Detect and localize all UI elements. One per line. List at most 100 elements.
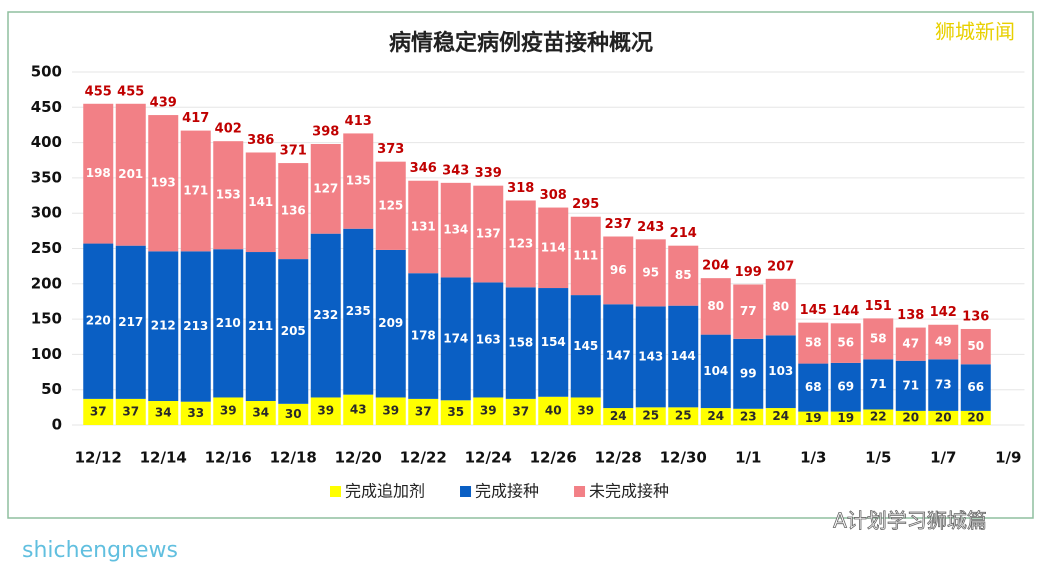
bar-segment (115, 103, 146, 246)
data-label: 212 (151, 319, 176, 333)
data-label: 71 (902, 378, 919, 392)
data-label: 47 (902, 337, 919, 351)
total-label: 214 (670, 226, 697, 241)
bar-segment (765, 278, 796, 336)
y-tick-label: 50 (41, 380, 62, 398)
y-tick-label: 500 (31, 63, 62, 81)
bar-segment (733, 284, 764, 339)
data-label: 77 (740, 304, 757, 318)
data-label: 178 (411, 329, 436, 343)
data-label: 24 (707, 409, 724, 423)
bar-segment (603, 304, 634, 409)
data-label: 24 (610, 409, 627, 423)
bar-segment (115, 245, 146, 399)
bar-segment (635, 239, 666, 307)
x-tick-label: 12/30 (660, 449, 707, 467)
data-label: 49 (935, 335, 952, 349)
bar-segment (863, 409, 894, 425)
bar-segment (375, 397, 406, 425)
data-label: 210 (216, 316, 241, 330)
bar-segment (505, 287, 536, 399)
x-tick-label: 12/14 (140, 449, 187, 467)
bar-segment (180, 401, 211, 425)
bar-segment (473, 185, 504, 283)
bar-segment (700, 334, 731, 409)
data-label: 147 (606, 349, 631, 363)
bar-segment (863, 318, 894, 360)
bar-segment (538, 207, 569, 289)
data-label: 39 (480, 404, 497, 418)
bar-segment (668, 305, 699, 408)
total-label: 243 (637, 220, 664, 235)
bar-segment (343, 133, 374, 229)
bar-segment (668, 245, 699, 306)
bar-segment (440, 277, 471, 401)
bar-segment (895, 410, 926, 425)
total-label: 398 (312, 125, 339, 140)
bar-segment (83, 243, 114, 399)
total-label: 199 (735, 265, 762, 280)
bar-segment (408, 398, 439, 425)
data-label: 209 (378, 316, 403, 330)
data-label: 220 (86, 314, 111, 328)
data-label: 153 (216, 188, 241, 202)
data-label: 144 (671, 349, 696, 363)
bar-segment (375, 249, 406, 398)
bar-segment (245, 252, 276, 401)
total-label: 413 (345, 114, 372, 129)
watermark: 狮城新闻 (935, 20, 1015, 44)
data-label: 137 (476, 227, 501, 241)
bar-segment (798, 363, 829, 412)
bar-segment (603, 236, 634, 305)
bar-segment (375, 161, 406, 250)
bar-segment (830, 362, 861, 412)
data-label: 37 (122, 404, 139, 418)
x-tick-label: 1/9 (995, 449, 1021, 467)
data-label: 174 (443, 331, 468, 345)
bar-segment (538, 396, 569, 425)
total-label: 343 (442, 163, 469, 178)
legend-label: 未完成接种 (589, 482, 669, 501)
bar-segment (635, 306, 666, 408)
legend-label: 完成追加剂 (345, 482, 425, 501)
bar-segment (733, 338, 764, 409)
bar-segment (278, 163, 309, 260)
total-label: 237 (605, 217, 632, 232)
bar-segment (278, 403, 309, 425)
data-label: 205 (281, 324, 306, 338)
bar-segment (798, 411, 829, 425)
data-label: 39 (382, 404, 399, 418)
data-label: 40 (545, 403, 562, 417)
bar-segment (148, 115, 179, 252)
data-label: 85 (675, 268, 692, 282)
legend-swatch (460, 486, 472, 497)
data-label: 33 (187, 406, 204, 420)
data-label: 127 (313, 181, 338, 195)
bar-segment (148, 251, 179, 401)
bar-segment (83, 398, 114, 425)
data-label: 235 (346, 304, 371, 318)
bar-segment (798, 322, 829, 364)
bar-segment (83, 103, 114, 244)
data-label: 39 (317, 404, 334, 418)
total-label: 145 (800, 303, 827, 318)
bar-segment (570, 295, 601, 398)
data-label: 163 (476, 332, 501, 346)
x-tick-label: 12/28 (595, 449, 642, 467)
bar-segment (310, 397, 341, 425)
data-label: 123 (508, 236, 533, 250)
bar-segment (895, 360, 926, 411)
data-label: 193 (151, 176, 176, 190)
watermark: shichengnews (22, 538, 178, 563)
bar-segment (668, 407, 699, 425)
data-label: 198 (86, 166, 111, 180)
data-label: 25 (675, 409, 692, 423)
data-label: 19 (837, 411, 854, 425)
data-label: 34 (252, 405, 269, 419)
data-label: 134 (443, 223, 468, 237)
y-tick-label: 300 (31, 204, 62, 222)
bar-segment (863, 359, 894, 410)
data-label: 99 (740, 366, 757, 380)
